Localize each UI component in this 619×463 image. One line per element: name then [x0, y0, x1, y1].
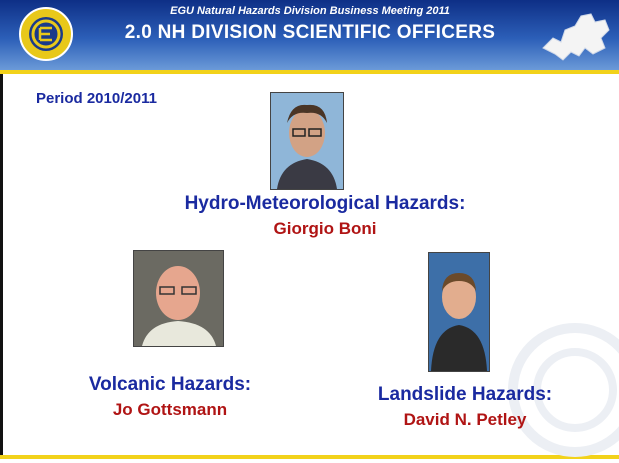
- photo: [270, 92, 344, 190]
- left-border: [0, 74, 3, 455]
- watermark-logo: [508, 323, 619, 457]
- egu-logo: [19, 7, 73, 61]
- header-band: [0, 0, 619, 70]
- officer-name: Giorgio Boni: [273, 219, 377, 238]
- europe-map: [542, 13, 610, 61]
- officer-role: Hydro-Meteorological Hazards:: [184, 193, 466, 214]
- officer-role: Volcanic Hazards:: [88, 374, 252, 395]
- officer-role: Landslide Hazards:: [377, 384, 553, 405]
- officer-name: Jo Gottsmann: [112, 400, 228, 419]
- header-title: 2.0 NH DIVISION SCIENTIFIC OFFICERS: [124, 22, 496, 43]
- photo: [133, 250, 224, 347]
- period-label: Period 2010/2011: [36, 90, 157, 107]
- photo: [428, 252, 490, 372]
- divider: [0, 70, 619, 74]
- officer-name: David N. Petley: [403, 410, 527, 429]
- header-subtitle: EGU Natural Hazards Division Business Me…: [170, 5, 450, 17]
- divider: [0, 455, 619, 459]
